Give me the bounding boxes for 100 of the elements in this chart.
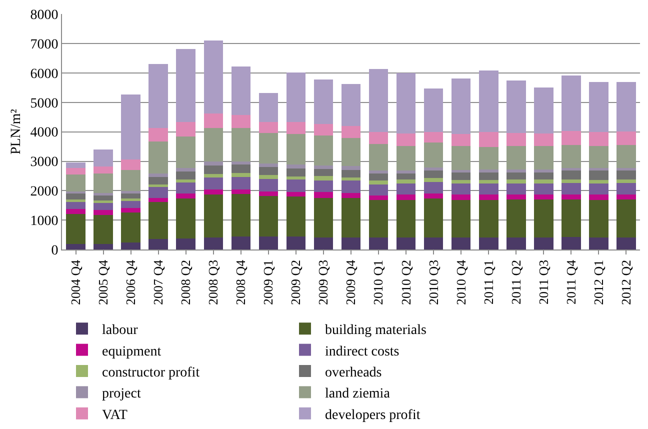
x-tick-label: 2009 Q4: [343, 259, 358, 305]
legend-label: developers profit: [325, 408, 420, 423]
bar: [94, 173, 113, 194]
bar: [396, 170, 416, 174]
bar: [231, 161, 251, 164]
bar: [148, 64, 168, 128]
bar: [589, 168, 608, 171]
bar: [148, 187, 168, 198]
bar: [368, 184, 388, 196]
bar: [204, 177, 224, 190]
bar: [451, 194, 471, 200]
bar: [368, 173, 388, 180]
bar: [424, 88, 444, 132]
bar: [121, 191, 140, 194]
x-tick-label: 2012 Q2: [618, 260, 634, 305]
bar: [121, 198, 140, 202]
bar: [534, 238, 554, 250]
bar: [258, 167, 278, 175]
bar: [396, 146, 416, 170]
bar: [451, 180, 471, 184]
bar: [341, 170, 361, 178]
bar: [396, 238, 416, 250]
y-tick-label: 7000: [30, 37, 58, 52]
bar: [94, 202, 113, 210]
bar: [616, 180, 636, 183]
bar: [314, 238, 334, 250]
bar: [66, 174, 86, 192]
bar: [286, 196, 306, 237]
bar: [286, 192, 306, 196]
bar: [534, 180, 554, 184]
bar: [286, 236, 306, 250]
bar: [66, 200, 86, 202]
y-tick-label: 8000: [30, 8, 58, 23]
bar: [231, 236, 251, 250]
bar: [66, 244, 86, 250]
bar: [396, 173, 416, 180]
bar: [368, 68, 388, 132]
bar: [424, 182, 444, 194]
bar: [204, 174, 224, 178]
y-tick-label: 5000: [30, 96, 58, 112]
legend-label: constructor profit: [102, 365, 200, 380]
bar: [368, 238, 388, 250]
bar: [66, 202, 86, 210]
bar: [176, 238, 196, 250]
y-tick-label: 6000: [30, 66, 58, 82]
x-tick-label: 2008 Q3: [206, 260, 221, 305]
bar: [148, 238, 168, 250]
bar: [148, 177, 168, 184]
bar: [616, 194, 636, 200]
bar: [534, 172, 554, 180]
bar: [204, 165, 224, 174]
bar: [451, 146, 471, 170]
x-tick-label: 2007 Q4: [150, 259, 166, 305]
bar: [562, 168, 581, 171]
bar: [94, 200, 113, 203]
bar: [424, 132, 444, 142]
y-tick-label: 0: [51, 244, 58, 259]
bar: [231, 177, 251, 190]
legend-label: indirect costs: [325, 344, 400, 360]
x-tick-label: 2011 Q2: [508, 260, 524, 305]
legend-label: project: [102, 386, 141, 402]
bar: [589, 132, 608, 146]
bar: [396, 200, 416, 238]
x-tick-label: 2006 Q4: [123, 259, 138, 305]
bar: [534, 169, 554, 172]
legend-label: equipment: [102, 344, 162, 360]
bar: [478, 146, 498, 170]
bar: [589, 170, 608, 180]
bar: [148, 184, 168, 188]
bar: [66, 191, 86, 194]
y-tick-label: 3000: [30, 155, 58, 170]
bar: [314, 176, 334, 181]
bar: [94, 214, 113, 244]
bar: [478, 132, 498, 147]
bar: [121, 94, 140, 160]
bar: [478, 194, 498, 200]
bar: [341, 138, 361, 166]
x-tick-label: 2012 Q1: [590, 260, 606, 305]
bar: [231, 173, 251, 178]
bar: [231, 194, 251, 237]
bar: [258, 179, 278, 192]
bar: [396, 180, 416, 184]
bar: [341, 180, 361, 194]
bar: [451, 78, 471, 134]
bar: [562, 130, 581, 146]
bar: [94, 195, 113, 200]
y-tick-label: 1000: [30, 214, 58, 230]
bar: [204, 194, 224, 238]
bar: [562, 236, 581, 250]
legend-label: land ziemia: [325, 386, 391, 402]
bar: [176, 122, 196, 136]
bar: [589, 82, 608, 132]
bar: [66, 209, 86, 214]
x-tick-label: 2005 Q4: [96, 259, 111, 305]
bar: [148, 198, 168, 202]
bar: [231, 128, 251, 162]
bar: [176, 179, 196, 182]
bar: [66, 168, 86, 174]
bar: [314, 124, 334, 136]
bar: [204, 162, 224, 166]
